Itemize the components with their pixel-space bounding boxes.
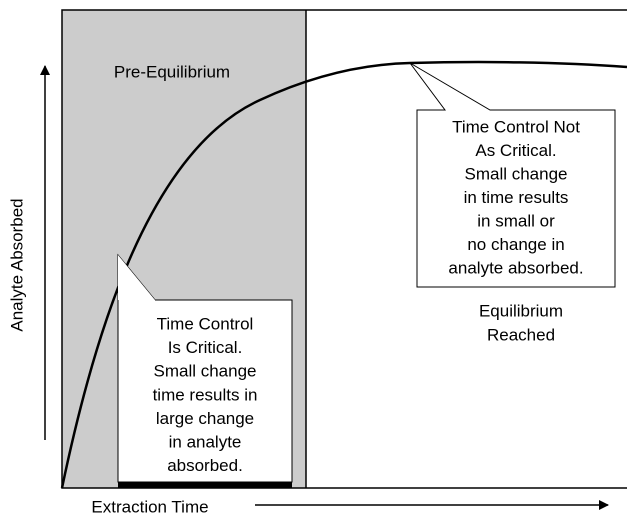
curve — [60, 60, 627, 489]
callout-text: in small or — [477, 211, 555, 230]
callout-text: time results in — [153, 385, 258, 404]
callout-text: in analyte — [169, 432, 242, 451]
callout-text: large change — [156, 409, 254, 428]
plot-frame — [61, 9, 627, 489]
callout-text: analyte absorbed. — [448, 258, 583, 277]
callout-text: Is Critical. — [168, 338, 243, 357]
callout-pointer-fill — [118, 255, 155, 300]
callout-text: Time Control Not — [452, 117, 580, 136]
region-label: Pre-Equilibrium — [114, 62, 230, 81]
x-axis-label: Extraction Time — [91, 497, 208, 516]
callout-text: As Critical. — [475, 141, 556, 160]
equilibrium-label: Equilibrium — [479, 301, 563, 320]
equilibrium-label: Reached — [487, 325, 555, 344]
callout-text: absorbed. — [167, 456, 243, 475]
callout-text: Small change — [464, 164, 567, 183]
callout-text: no change in — [467, 235, 564, 254]
callout-text: in time results — [464, 188, 569, 207]
callout-text: Small change — [153, 362, 256, 381]
y-axis-label: Analyte Absorbed — [7, 198, 26, 331]
callout-box — [117, 299, 293, 483]
callout-text: Time Control — [157, 314, 254, 333]
callout-box — [409, 62, 616, 288]
